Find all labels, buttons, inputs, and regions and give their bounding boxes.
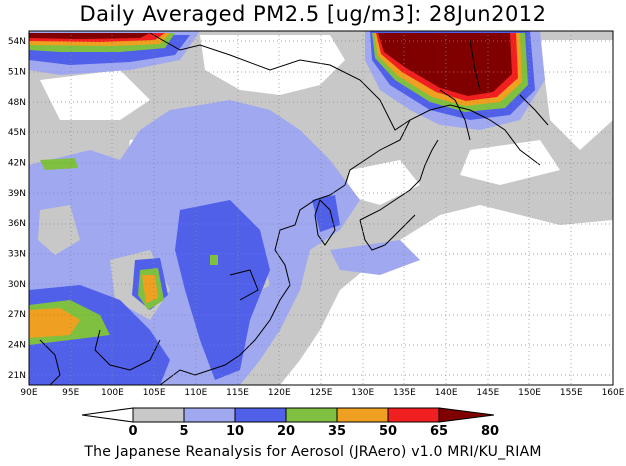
lat-tick-label: 42N [8,158,26,168]
lon-tick-label: 150E [518,388,541,398]
colorbar-level-label: 5 [179,424,188,439]
lat-tick-label: 30N [8,280,26,290]
contour-white-hole-5 [345,160,420,205]
colorbar-high-arrow [438,407,495,423]
plot-frame [28,30,614,386]
contour-white-hole-6 [340,240,613,385]
lon-tick-label: 160E [602,388,625,398]
chart-title: Daily Averaged PM2.5 [ug/m3]: 28Jun2012 [79,2,547,26]
footer-credit: The Japanese Reanalysis for Aerosol (JRA… [84,444,542,460]
contour-80-plus-a [29,33,150,39]
contour-50-65-a [29,308,80,338]
lat-tick-label: 48N [8,98,26,108]
lat-tick-label: 33N [8,250,26,260]
lon-tick-label: 155E [560,388,583,398]
latitude-axis: 21N 24N 27N 30N 33N 36N 39N 42N 45N 48N 51N 54N [8,37,26,381]
lon-tick-label: 95E [62,388,79,398]
lat-tick-label: 27N [8,310,26,320]
colorbar-level-label: 0 [128,424,137,439]
longitude-axis: 90E 95E 100E 105E 110E 115E 120E 125E 130E 135E 14… [20,388,624,398]
lat-tick-label: 54N [8,37,26,47]
colorbar-level-label: 65 [430,424,448,439]
colorbar-level-label: 20 [277,424,295,439]
colorbar-segment [336,407,389,423]
contour-white-hole-7 [460,140,560,185]
lon-tick-label: 90E [20,388,37,398]
colorbar-segment [285,407,338,423]
colorbar-level-label: 80 [481,424,499,439]
lon-tick-label: 115E [226,388,249,398]
lon-tick-label: 140E [435,388,458,398]
colorbar-segment [132,407,185,423]
colorbar: 0 5 10 20 35 50 65 80 [81,407,499,439]
colorbar-level-label: 10 [226,424,244,439]
lon-tick-label: 105E [143,388,166,398]
lon-tick-label: 145E [476,388,499,398]
contour-gray-gap-1 [38,205,80,255]
contour-10-20-sea [330,240,420,275]
contour-35-50-e [40,158,78,170]
lat-tick-label: 39N [8,189,26,199]
contour-80-plus-b [378,33,512,96]
lon-tick-label: 135E [393,388,416,398]
lon-tick-label: 130E [351,388,374,398]
colorbar-segment [183,407,236,423]
lon-tick-label: 110E [184,388,207,398]
lat-tick-label: 45N [8,128,26,138]
contour-20-35-a [175,200,270,380]
colorbar-segment [387,407,440,423]
lat-tick-label: 21N [8,371,26,381]
lat-tick-label: 36N [8,219,26,229]
grid-lines [29,31,613,385]
contour-white-hole-4 [540,40,613,150]
colorbar-level-label: 50 [379,424,397,439]
colorbar-low-arrow [81,407,134,423]
lon-tick-label: 125E [310,388,333,398]
lat-tick-label: 51N [8,67,26,77]
lat-tick-label: 24N [8,341,26,351]
lon-tick-label: 120E [268,388,291,398]
colorbar-level-label: 35 [328,424,346,439]
coastlines [39,32,549,385]
colorbar-segment [234,407,287,423]
lon-tick-label: 100E [101,388,124,398]
contour-white-hole-2 [40,70,150,120]
contour-35-50-f [210,255,218,265]
contour-white-hole-1 [200,35,345,95]
